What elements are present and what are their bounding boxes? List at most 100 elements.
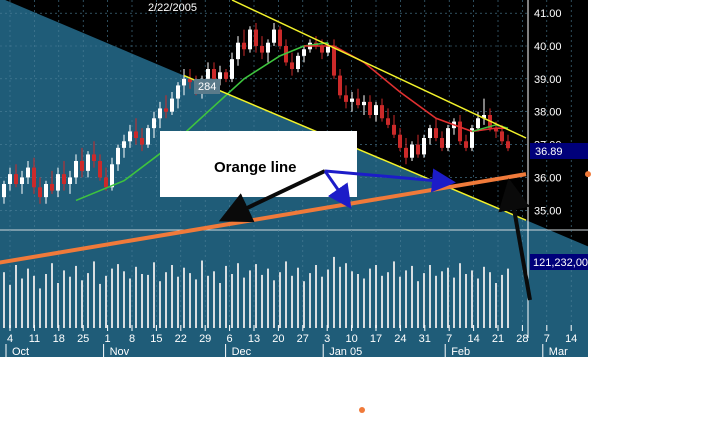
date-label: 2/22/2005 xyxy=(148,2,197,14)
candle-up xyxy=(230,59,234,79)
candle-up xyxy=(176,85,180,99)
ma-value-tag-box xyxy=(194,79,220,94)
last-price-text: 36.89 xyxy=(535,146,563,158)
x-tick-label: 22 xyxy=(175,333,187,345)
volume-bar xyxy=(123,271,125,328)
candle-down xyxy=(260,46,264,53)
candle-up xyxy=(296,55,300,69)
channel-upper-line xyxy=(231,0,527,139)
candle-up xyxy=(362,101,366,106)
candle-down xyxy=(344,95,348,102)
candle-down xyxy=(332,46,336,76)
candle-down xyxy=(278,29,282,46)
volume-bar xyxy=(441,271,443,328)
candle-down xyxy=(440,138,444,148)
x-tick-label: 10 xyxy=(345,333,357,345)
volume-bar xyxy=(63,270,65,328)
volume-bar xyxy=(105,275,107,328)
volume-bar xyxy=(321,276,323,328)
volume-bar xyxy=(387,272,389,328)
month-strip xyxy=(0,338,588,357)
volume-bar xyxy=(39,288,41,328)
candle-down xyxy=(212,69,216,79)
y-tick-label: 40.00 xyxy=(534,41,562,53)
volume-bar xyxy=(405,270,407,328)
volume-bar xyxy=(291,275,293,328)
candle-down xyxy=(416,144,420,155)
volume-bar xyxy=(471,270,473,328)
candle-up xyxy=(152,118,156,129)
volume-bar xyxy=(447,267,449,328)
candle-down xyxy=(458,121,462,142)
month-label: Jan 05 xyxy=(329,346,362,358)
candle-up xyxy=(44,184,48,198)
upper-dark-region xyxy=(0,0,588,247)
volume-bar xyxy=(147,274,149,328)
volume-bar xyxy=(339,266,341,328)
volume-bar xyxy=(165,272,167,328)
moving-average-red xyxy=(304,45,508,133)
candle-down xyxy=(506,141,510,149)
arrow-blue-down xyxy=(323,170,352,209)
annotation-text: Orange line xyxy=(214,159,297,176)
candle-down xyxy=(380,105,384,119)
candle-up xyxy=(128,131,132,142)
x-tick-label: 24 xyxy=(394,333,406,345)
volume-bar xyxy=(465,274,467,328)
candle-down xyxy=(32,167,36,188)
candle-down xyxy=(398,134,402,148)
candle-up xyxy=(68,177,72,184)
volume-bar xyxy=(213,271,215,328)
volume-bar xyxy=(345,263,347,328)
volume-bar xyxy=(507,268,509,328)
volume-bar xyxy=(459,263,461,328)
last-volume-text: 121,232,00 xyxy=(533,257,588,269)
candlesticks xyxy=(2,23,510,204)
volume-bar xyxy=(171,265,173,328)
volume-bar xyxy=(309,273,311,328)
volume-bar xyxy=(261,274,263,328)
volume-bar xyxy=(219,283,221,328)
candle-down xyxy=(386,118,390,125)
x-tick-label: 15 xyxy=(150,333,162,345)
volume-bar xyxy=(75,265,77,328)
x-tick-label: 14 xyxy=(565,333,577,345)
volume-bar xyxy=(363,278,365,328)
candle-up xyxy=(218,72,222,79)
candle-down xyxy=(140,138,144,145)
annotation-rect xyxy=(160,131,357,197)
candle-down xyxy=(164,108,168,112)
volume-bar xyxy=(27,268,29,328)
candle-up xyxy=(272,29,276,43)
annotation-box: Orange line xyxy=(160,131,357,197)
volume-bar xyxy=(369,268,371,328)
candle-down xyxy=(254,29,258,46)
volume-bar xyxy=(273,280,275,328)
volume-bar xyxy=(303,281,305,328)
x-tick-label: 29 xyxy=(199,333,211,345)
candle-up xyxy=(8,174,12,184)
candle-down xyxy=(434,128,438,138)
volume-bar xyxy=(297,267,299,328)
candle-up xyxy=(428,128,432,138)
volume-bar xyxy=(243,277,245,328)
candle-down xyxy=(464,141,468,148)
x-tick-label: 28 xyxy=(516,333,528,345)
volume-bar xyxy=(423,273,425,328)
y-tick-label: 36.00 xyxy=(534,172,562,184)
candle-up xyxy=(350,98,354,102)
candle-up xyxy=(236,42,240,60)
volume-bar xyxy=(159,281,161,328)
volume-bar xyxy=(45,274,47,328)
candle-up xyxy=(26,167,30,178)
volume-bar xyxy=(111,268,113,328)
volume-bar xyxy=(195,279,197,328)
candle-up xyxy=(110,164,114,188)
volume-bar xyxy=(381,275,383,328)
last-price-tag: 36.89 xyxy=(530,143,588,159)
candle-down xyxy=(80,161,84,171)
candle-down xyxy=(188,78,192,83)
y-tick-label: 39.00 xyxy=(534,74,562,86)
